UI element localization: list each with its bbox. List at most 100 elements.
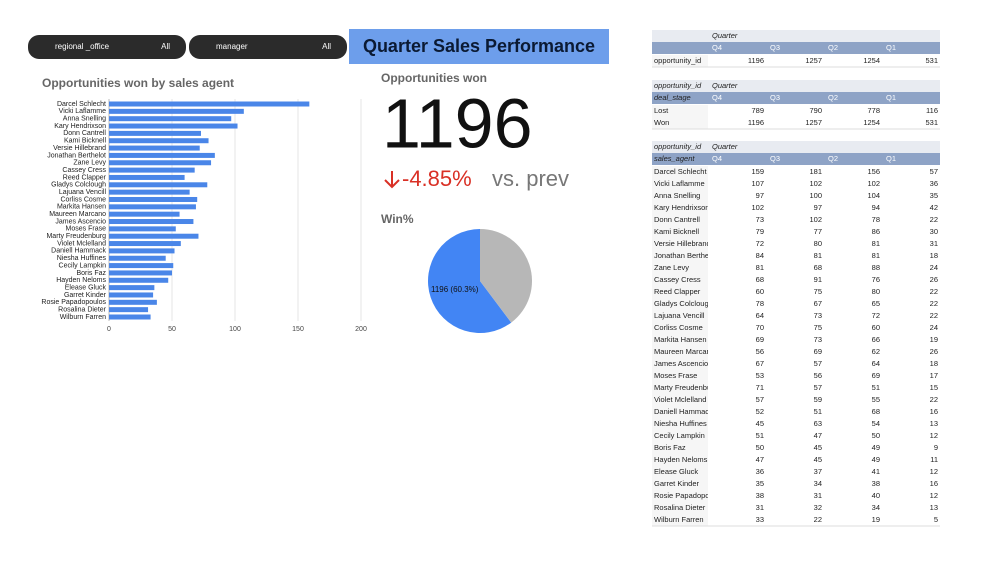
bar (109, 277, 169, 283)
bar (109, 108, 244, 114)
row-label: Won (654, 118, 669, 127)
bar (109, 314, 151, 320)
row-label-cell (652, 238, 708, 250)
row-label: Versie Hillebrand (654, 239, 711, 248)
row-label: Gladys Colclough (654, 299, 713, 308)
table-cell: 531 (925, 118, 938, 127)
filter-control[interactable] (189, 35, 347, 59)
row-label-cell (652, 466, 708, 478)
row-label-cell (652, 382, 708, 394)
table-cell: 60 (756, 287, 764, 296)
table-cell: 22 (930, 287, 938, 296)
table-cell: 57 (756, 395, 764, 404)
y-tick-label: Wilburn Farren (60, 314, 106, 321)
table-cell: 34 (872, 503, 880, 512)
y-tick-label: Zane Levy (73, 160, 106, 167)
y-tick-label: Daniell Hammack (51, 248, 106, 255)
table-cell: 76 (872, 275, 880, 284)
table-cell: 57 (930, 167, 938, 176)
bar (109, 167, 195, 173)
table-cell: 34 (814, 479, 822, 488)
y-tick-label: Donn Cantrell (63, 130, 106, 137)
table-cell: 54 (872, 419, 880, 428)
row-label-cell (652, 274, 708, 286)
table-cell: 73 (814, 311, 822, 320)
bar (109, 160, 212, 166)
row-label-cell (652, 298, 708, 310)
row-label: Lost (654, 106, 669, 115)
y-tick-label: Elease Gluck (65, 284, 107, 291)
bar (109, 174, 185, 180)
table-cell: 32 (814, 503, 822, 512)
row-label: Rosie Papadopoulos (654, 491, 723, 500)
table-cell: 13 (930, 503, 938, 512)
row-label: Elease Gluck (654, 467, 698, 476)
bar (109, 130, 201, 136)
table-cell: 16 (930, 479, 938, 488)
table-cell: 22 (930, 311, 938, 320)
table-cell: 66 (872, 335, 880, 344)
table-cell: 63 (814, 419, 822, 428)
row-label-cell (652, 202, 708, 214)
row-label-cell (652, 262, 708, 274)
y-tick-label: Jonathan Berthelot (47, 152, 106, 159)
bar (109, 196, 198, 202)
y-tick-label: Hayden Neloms (56, 277, 106, 284)
column-header: Q1 (886, 43, 896, 52)
y-tick-label: Reed Clapper (63, 174, 107, 181)
group-header: Quarter (712, 31, 738, 40)
table-cell: 72 (756, 239, 764, 248)
bar (109, 255, 166, 261)
y-tick-label: Lajuana Vencill (59, 189, 107, 196)
table-cell: 56 (756, 347, 764, 356)
row-label: Vicki Laflamme (654, 179, 705, 188)
table-cell: 81 (872, 251, 880, 260)
table-cell: 5 (934, 515, 938, 524)
row-label-cell (652, 226, 708, 238)
table-cell: 69 (814, 347, 822, 356)
row-label: Cassey Cress (654, 275, 701, 284)
table-cell: 116 (926, 106, 938, 115)
column-header: Q2 (828, 154, 838, 163)
column-header: Q4 (712, 93, 722, 102)
filter-control[interactable] (28, 35, 186, 59)
table-cell: 77 (814, 227, 822, 236)
table-cell: 789 (751, 106, 764, 115)
column-header: Q1 (886, 93, 896, 102)
x-tick-label: 0 (107, 326, 111, 333)
y-tick-label: Vicki Laflamme (59, 108, 106, 115)
row-label-cell (652, 105, 708, 117)
table-cell: 102 (751, 203, 764, 212)
group-header: Quarter (712, 142, 738, 151)
row-label-cell (652, 370, 708, 382)
row-label-cell (652, 117, 708, 129)
table-cell: 91 (814, 275, 822, 284)
row-label: Maureen Marcano (654, 347, 715, 356)
table-cell: 1254 (863, 118, 880, 127)
table-cell: 24 (930, 263, 938, 272)
table-cell: 19 (930, 335, 938, 344)
table-cell: 51 (872, 383, 880, 392)
row-label: Reed Clapper (654, 287, 701, 296)
column-header: Q2 (828, 93, 838, 102)
row-label: Marty Freudenburg (654, 383, 718, 392)
row-label-cell (652, 406, 708, 418)
chart-title: Opportunities won by sales agent (42, 76, 234, 90)
row-label-cell (652, 55, 708, 67)
table-cell: 12 (930, 431, 938, 440)
column-header: Q2 (828, 43, 838, 52)
header-title: Quarter Sales Performance (363, 36, 595, 56)
table-cell: 51 (814, 407, 822, 416)
row-label-cell (652, 310, 708, 322)
table-cell: 22 (930, 215, 938, 224)
table-cell: 40 (872, 491, 880, 500)
row-label-cell (652, 214, 708, 226)
y-tick-label: Boris Faz (76, 270, 106, 277)
row-label: Kami Bicknell (654, 227, 699, 236)
y-tick-label: Darcel Schlecht (57, 101, 106, 108)
bar (109, 241, 181, 247)
table-cell: 69 (872, 371, 880, 380)
table-cell: 22 (814, 515, 822, 524)
filter-label: regional _office (55, 42, 110, 51)
row-label-cell (652, 178, 708, 190)
